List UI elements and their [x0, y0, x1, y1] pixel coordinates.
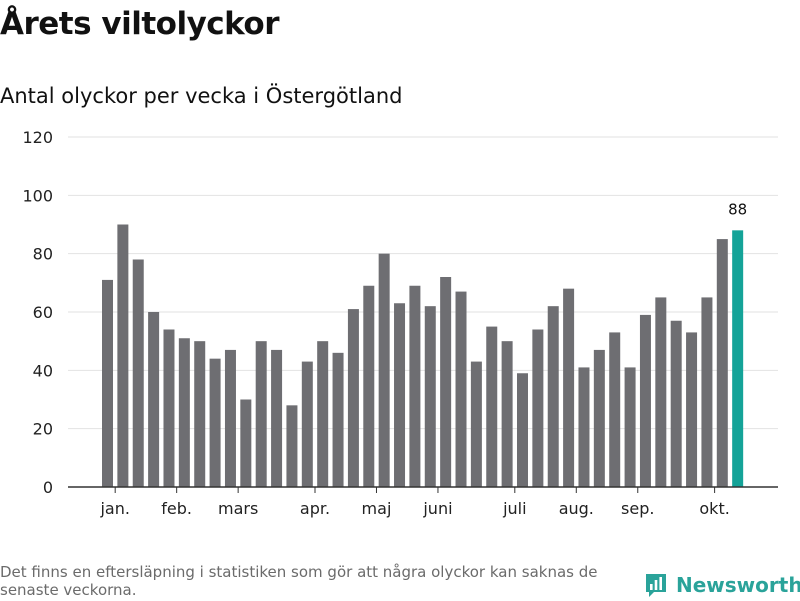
- bar: [440, 277, 452, 487]
- x-tick-label: maj: [362, 499, 392, 518]
- bar: [716, 239, 728, 487]
- bar: [286, 405, 298, 487]
- bar: [240, 399, 252, 487]
- bar: [470, 361, 482, 487]
- brand-name: Newsworthy: [676, 573, 800, 597]
- footnote: Det finns en eftersläpning i statistiken…: [0, 563, 598, 599]
- x-tick-label: apr.: [300, 499, 330, 518]
- bar: [409, 285, 421, 487]
- bar: [332, 352, 344, 487]
- chart-title: Årets viltolyckor: [0, 6, 280, 42]
- y-tick-label: 20: [33, 420, 53, 439]
- bar: [547, 306, 559, 487]
- bar: [194, 341, 206, 487]
- y-tick-label: 60: [33, 303, 53, 322]
- bar: [486, 326, 498, 487]
- x-tick-label: jan.: [99, 499, 129, 518]
- x-tick-label: okt.: [699, 499, 729, 518]
- bar: [178, 338, 190, 487]
- chart-subtitle: Antal olyckor per vecka i Östergötland: [0, 84, 403, 108]
- bar: [378, 253, 390, 487]
- bar: [532, 329, 544, 487]
- bar: [102, 279, 113, 487]
- x-tick-label: feb.: [161, 499, 192, 518]
- x-tick-label: aug.: [559, 499, 594, 518]
- newsworthy-logo-icon: [646, 574, 666, 597]
- bar: [163, 329, 175, 487]
- bar: [117, 224, 129, 487]
- bar: [363, 285, 375, 487]
- x-tick-label: juli: [502, 499, 526, 518]
- y-tick-label: 120: [22, 128, 53, 147]
- bar: [563, 288, 575, 487]
- y-tick-label: 80: [33, 245, 53, 264]
- bar: [701, 297, 713, 487]
- bar: [271, 349, 283, 487]
- x-tick-label: mars: [218, 499, 258, 518]
- bar: [655, 297, 667, 487]
- bar: [686, 332, 698, 487]
- x-tick-label: sep.: [621, 499, 654, 518]
- bar: [301, 361, 313, 487]
- bar: [455, 291, 467, 487]
- bar: [501, 341, 513, 487]
- bar-highlight: [732, 230, 744, 487]
- bar: [347, 309, 359, 487]
- bar: [516, 373, 528, 487]
- y-tick-label: 40: [33, 361, 53, 380]
- bar: [670, 320, 682, 487]
- bar: [394, 303, 406, 487]
- bar: [224, 349, 236, 487]
- bar: [639, 314, 651, 487]
- bar: [609, 332, 621, 487]
- bar: [317, 341, 329, 487]
- bar: [148, 312, 160, 487]
- y-tick-label: 0: [43, 478, 53, 497]
- y-tick-label: 100: [22, 186, 53, 205]
- bar: [624, 367, 636, 487]
- highlight-data-label: 88: [728, 200, 747, 218]
- bar: [255, 341, 267, 487]
- x-tick-label: juni: [422, 499, 452, 518]
- bar: [132, 259, 144, 487]
- bar-chart: 0 20 40 60 80 100 120 88 jan. feb. mars apr. maj juni…: [22, 128, 778, 518]
- bar: [424, 306, 436, 487]
- brand-logo: Newsworthy: [644, 569, 800, 601]
- bar: [578, 367, 590, 487]
- bar: [209, 358, 221, 487]
- bar: [593, 349, 605, 487]
